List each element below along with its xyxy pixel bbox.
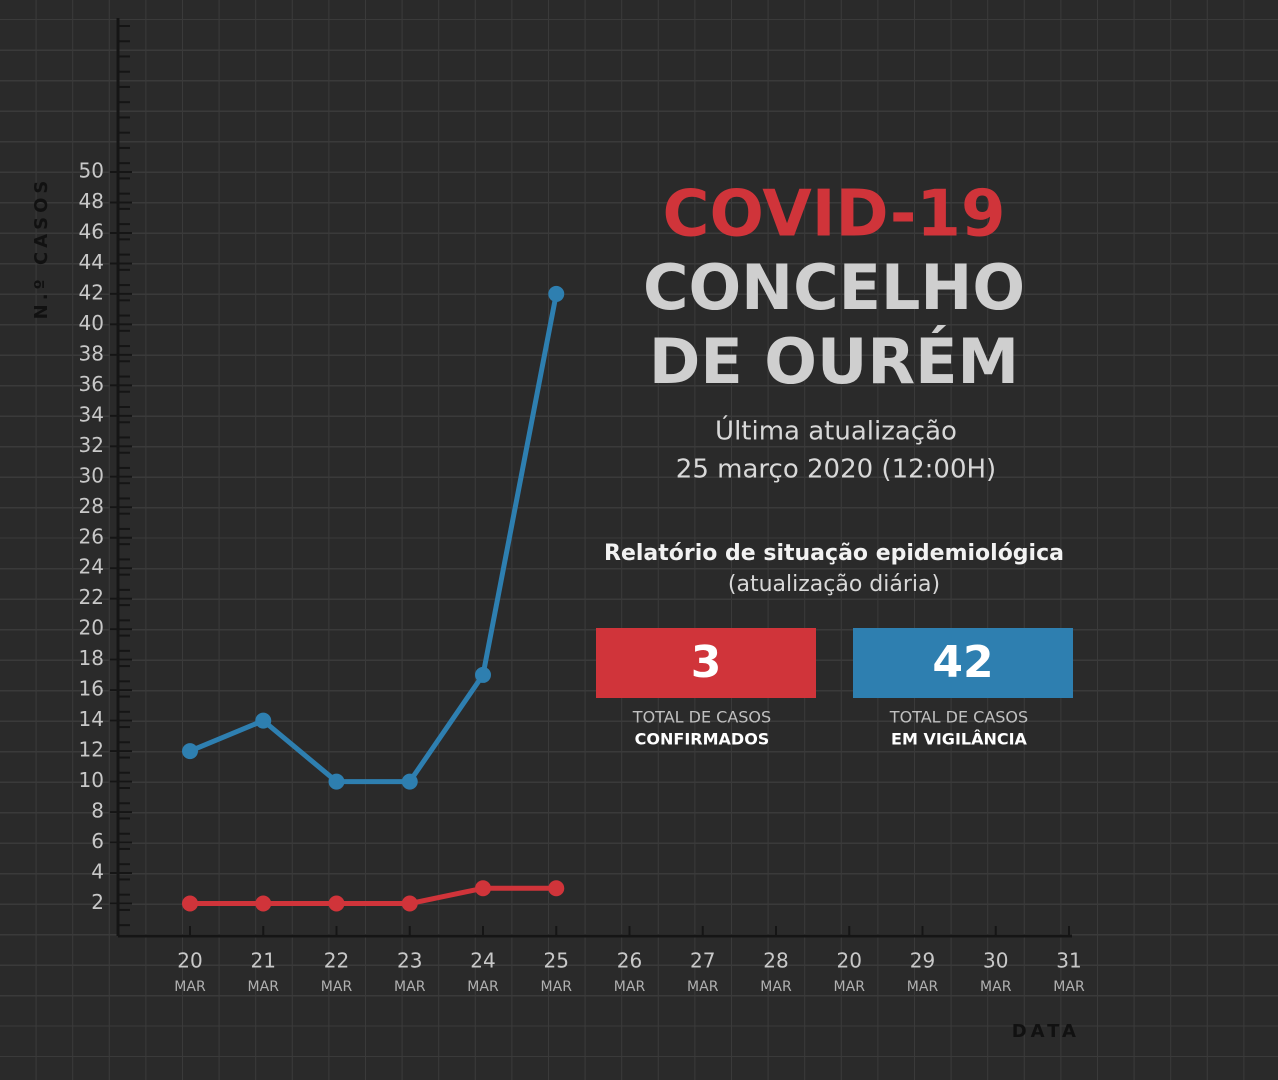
x-tick-month: MAR [467,979,499,995]
y-tick-label: 30 [79,463,104,487]
data-point [255,895,272,912]
data-point [182,895,198,912]
y-tick-label: 6 [91,829,104,853]
x-tick-month: MAR [1053,979,1085,995]
y-tick-label: 36 [79,372,104,396]
x-tick-month: MAR [907,979,939,995]
y-tick-label: 8 [91,799,104,823]
x-tick-month: MAR [834,979,866,995]
y-axis-label: N.º CASOS [31,177,52,320]
stat-label: TOTAL DE CASOS [632,708,771,727]
data-point [182,743,198,760]
x-tick-label: 23 [397,949,422,973]
stat-box [853,628,1073,698]
x-tick-label: 31 [1056,949,1081,973]
y-tick-label: 26 [79,524,104,548]
stat-label: EM VIGILÂNCIA [891,730,1028,749]
report-note: (atualização diária) [728,572,940,597]
x-tick-month: MAR [248,979,280,995]
x-tick-month: MAR [321,979,353,995]
x-tick-month: MAR [174,979,206,995]
stat-value: 3 [691,637,722,688]
y-tick-label: 18 [79,646,104,670]
data-point [255,712,272,729]
panel-title: COVID-19 [663,178,1006,252]
y-tick-label: 48 [79,189,104,213]
series-line [189,293,559,785]
x-axis-label: DATA [1012,1021,1080,1042]
stat-box [596,628,816,698]
y-tick-label: 24 [79,555,104,579]
y-tick-label: 50 [79,159,104,183]
y-tick-label: 40 [79,311,104,335]
x-tick-label: 27 [690,949,715,973]
x-tick-month: MAR [687,979,719,995]
y-tick-label: 10 [79,768,104,792]
data-point [475,880,491,897]
y-tick-label: 38 [79,341,104,365]
x-tick-label: 20 [177,949,202,973]
data-point [401,773,418,790]
panel-subtitle: CONCELHO [643,251,1025,324]
update-date: 25 março 2020 (12:00H) [676,455,996,485]
data-point [328,773,345,790]
y-tick-label: 20 [79,616,104,640]
x-tick-label: 24 [470,949,495,973]
x-tick-label: 28 [763,949,788,973]
series-line [190,885,557,907]
data-point [475,666,491,683]
update-label: Última atualização [715,415,957,447]
x-tick-label: 30 [983,949,1008,973]
data-point [401,895,418,912]
y-tick-label: 4 [91,860,104,884]
x-tick-month: MAR [980,979,1012,995]
x-tick-label: 21 [251,949,276,973]
y-tick-label: 28 [79,494,104,518]
x-tick-label: 22 [324,949,349,973]
x-tick-label: 26 [617,949,642,973]
x-tick-label: 29 [910,949,935,973]
y-tick-label: 46 [79,219,104,243]
x-tick-month: MAR [394,979,426,995]
y-tick-label: 16 [79,677,104,701]
data-point [328,895,345,912]
x-tick-month: MAR [760,979,792,995]
y-tick-label: 14 [79,707,104,731]
x-tick-month: MAR [614,979,646,995]
y-tick-label: 44 [79,250,104,274]
x-tick-month: MAR [541,979,573,995]
y-tick-label: 22 [79,585,104,609]
stat-label: TOTAL DE CASOS [889,708,1028,727]
x-tick-label: 20 [837,949,862,973]
y-tick-label: 32 [79,433,104,457]
report-title: Relatório de situação epidemiológica [604,541,1064,566]
x-tick-label: 25 [544,949,569,973]
y-tick-label: 34 [79,402,104,426]
stat-value: 42 [932,637,993,688]
data-point [548,880,565,897]
stat-label: CONFIRMADOS [635,730,770,749]
y-tick-label: 42 [79,280,104,304]
y-tick-label: 2 [91,890,104,914]
panel-subtitle: DE OURÉM [649,325,1019,398]
y-tick-label: 12 [79,738,104,762]
data-point [548,285,565,302]
